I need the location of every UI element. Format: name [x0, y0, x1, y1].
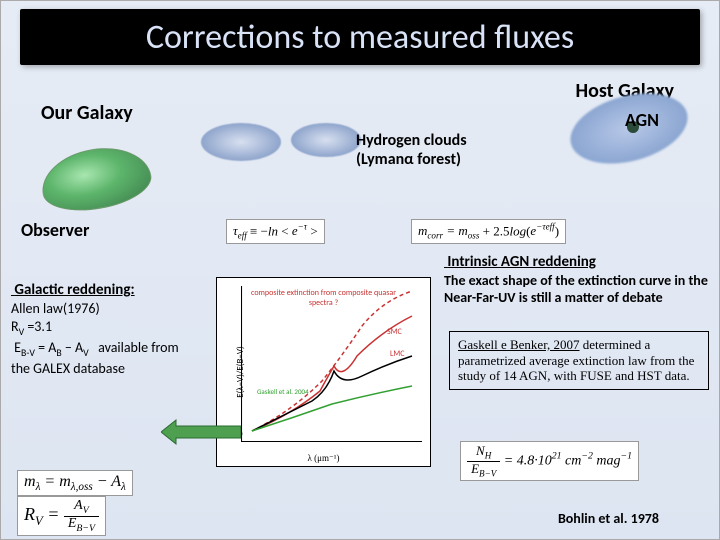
- chart-xlabel: λ (μm⁻¹): [308, 453, 340, 464]
- formula-rv: RV = AVEB−V: [17, 496, 106, 536]
- intrinsic-reddening-block: Intrinsic AGN reddening The exact shape …: [444, 253, 709, 307]
- intrinsic-text: The exact shape of the extinction curve …: [444, 273, 709, 307]
- observer-label: Observer: [21, 219, 89, 241]
- galactic-heading: Galactic reddening:: [11, 281, 236, 299]
- extinction-chart: composite extinction from composite quas…: [216, 277, 431, 467]
- formula-m-lambda: mλ = mλ,oss − Aλ: [17, 470, 133, 496]
- galactic-line: Allen law(1976): [11, 300, 236, 317]
- hydrogen-label: Hydrogen clouds (Lymanα forest): [356, 131, 467, 169]
- formula-mcorr: mcorr = moss + 2.5log(e−τeff): [411, 219, 566, 244]
- agn-label: AGN: [625, 109, 659, 131]
- svg-text:Gaskell et al. 2004: Gaskell et al. 2004: [257, 387, 309, 396]
- cloud-icon: [291, 123, 361, 157]
- intrinsic-heading: Intrinsic AGN reddening: [444, 253, 709, 271]
- title-bar: Corrections to measured fluxes: [20, 9, 700, 65]
- green-arrow-icon: [161, 418, 241, 446]
- earth-image: [37, 140, 156, 218]
- hydrogen-line1: Hydrogen clouds: [356, 131, 467, 150]
- hydrogen-line2: (Lymanα forest): [356, 150, 467, 169]
- our-galaxy-label: Our Galaxy: [41, 101, 133, 125]
- formula-nh: NHEB−V = 4.8·1021 cm−2 mag−1: [460, 441, 639, 481]
- svg-text:SMC: SMC: [387, 327, 403, 337]
- gaskell-box: Gaskell e Benker, 2007 determined a para…: [449, 331, 709, 390]
- svg-text:LMC: LMC: [390, 349, 405, 359]
- chart-svg: SMC LMC Gaskell et al. 2004 0 5: [242, 286, 422, 441]
- galactic-line: the GALEX database: [11, 360, 236, 377]
- gaskell-ref: Gaskell e Benker, 2007: [458, 337, 580, 352]
- galactic-line: EB-V = AB − AV available from: [11, 339, 236, 359]
- bohlin-citation: Bohlin et al. 1978: [558, 510, 659, 527]
- svg-text:5: 5: [242, 369, 243, 378]
- galactic-line: RV =3.1: [11, 318, 236, 338]
- chart-plot-area: SMC LMC Gaskell et al. 2004 0 5: [241, 286, 422, 442]
- page-title: Corrections to measured fluxes: [146, 17, 574, 58]
- svg-text:0: 0: [242, 429, 243, 438]
- galactic-reddening-block: Galactic reddening: Allen law(1976) RV =…: [11, 281, 236, 377]
- cloud-icon: [201, 123, 281, 161]
- formula-tau: τeff ≡ −ln < e−τ >: [226, 219, 325, 244]
